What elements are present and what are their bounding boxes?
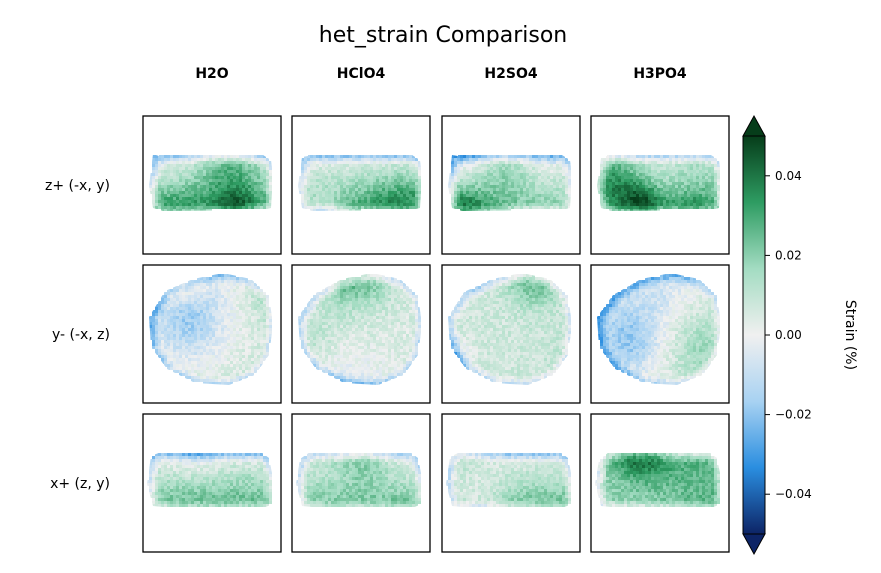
column-label: H2O — [195, 66, 228, 82]
panel-frame — [590, 413, 730, 553]
chart-title: het_strain Comparison — [319, 23, 568, 48]
heatmap-panel — [590, 264, 730, 404]
panel-frame — [142, 264, 282, 404]
row-label: y- (-x, z) — [52, 327, 110, 343]
heatmap-panel — [142, 413, 282, 553]
colorbar-gradient — [743, 136, 765, 534]
heatmap-panel — [142, 264, 282, 404]
column-label: HClO4 — [337, 66, 386, 82]
panel-frame — [291, 413, 431, 553]
row-label: z+ (-x, y) — [45, 178, 110, 194]
panel-frame — [590, 115, 730, 255]
heatmap-panel — [291, 264, 431, 404]
colorbar-tick-label: −0.02 — [775, 408, 812, 422]
heatmap-panel — [441, 264, 581, 404]
colorbar-tick-label: −0.04 — [775, 487, 812, 501]
heatmap-panel — [590, 413, 730, 553]
colorbar-tick-label: 0.02 — [775, 248, 802, 262]
panel-frame — [590, 264, 730, 404]
heatmap-panel — [291, 115, 431, 255]
panel-frame — [441, 115, 581, 255]
heatmap-panel — [441, 413, 581, 553]
colorbar-label: Strain (%) — [842, 300, 858, 370]
column-labels: H2O HClO4 H2SO4 H3PO4 — [195, 66, 687, 82]
heatmap-panel — [142, 115, 282, 255]
colorbar-tick-label: 0.00 — [775, 328, 802, 342]
colorbar-tick-label: 0.04 — [775, 169, 802, 183]
panel-frame — [441, 413, 581, 553]
panel-frame — [142, 413, 282, 553]
heatmap-panel — [441, 115, 581, 255]
panel-frame — [291, 115, 431, 255]
colorbar-extend-max — [742, 114, 766, 137]
panel-frame — [142, 115, 282, 255]
heatmap-panel — [590, 115, 730, 255]
panel-frame — [291, 264, 431, 404]
row-labels: z+ (-x, y) y- (-x, z) x+ (z, y) — [45, 178, 110, 492]
panel-grid — [142, 115, 730, 553]
column-label: H2SO4 — [484, 66, 537, 82]
column-label: H3PO4 — [633, 66, 687, 82]
colorbar-extend-min — [742, 533, 766, 556]
panel-frame — [441, 264, 581, 404]
row-label: x+ (z, y) — [50, 476, 110, 492]
colorbar: 0.04 0.02 0.00 −0.02 −0.04 Strain (%) — [742, 114, 858, 556]
heatmap-panel — [291, 413, 431, 553]
